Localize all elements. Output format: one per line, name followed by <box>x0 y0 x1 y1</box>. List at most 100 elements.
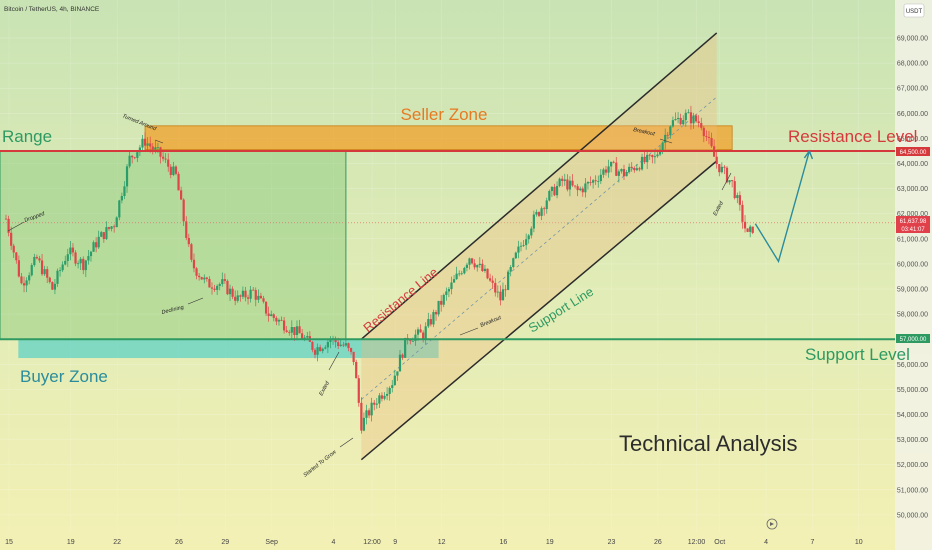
y-tick-label: 54,000.00 <box>897 412 928 419</box>
x-tick-label: 15 <box>5 539 13 546</box>
candle-body <box>749 226 752 232</box>
candle-body <box>138 147 142 153</box>
candle-body <box>561 178 564 181</box>
candle-body <box>519 245 523 247</box>
candle-body <box>125 166 129 187</box>
current-price-text: 61,637.98 <box>900 219 927 225</box>
x-tick-label: 22 <box>113 539 121 546</box>
x-tick-label: 4 <box>331 539 335 546</box>
candle-body <box>43 269 46 275</box>
candle-body <box>427 319 430 327</box>
candle-body <box>682 120 685 125</box>
candle-body <box>537 212 541 216</box>
time-axis[interactable]: 15 19 22 26 29 Sep 4 12:00 9 12 16 19 23 26 12:00 Oct 4 7… <box>5 539 863 546</box>
candle-body <box>550 186 554 192</box>
candle-body <box>236 295 239 301</box>
dropped-arrow <box>7 221 25 232</box>
candle-body <box>424 326 427 339</box>
resistance-level-label: Resistance Level <box>788 127 917 146</box>
candle-body <box>705 136 708 138</box>
candle-body <box>48 277 51 283</box>
resistance-tag-bg <box>896 147 930 156</box>
candle-body <box>571 180 574 186</box>
currency-label[interactable]: USDT <box>906 9 923 15</box>
candle-body <box>741 204 744 222</box>
candle-body <box>496 291 499 293</box>
candle-body <box>501 289 505 301</box>
candle-body <box>460 273 463 275</box>
candle-body <box>736 195 739 199</box>
candle-body <box>599 174 602 182</box>
candle-body <box>177 173 180 191</box>
started-to-grow-arrow <box>339 437 354 448</box>
y-tick-label: 62,000.00 <box>897 211 928 218</box>
candle-body <box>285 330 288 333</box>
candle-body <box>290 327 293 333</box>
candle-body <box>249 289 252 299</box>
candle-body <box>195 268 198 276</box>
projection <box>754 149 814 264</box>
candle-body <box>489 278 492 281</box>
candle-body <box>401 354 404 358</box>
breakout-2-text: Breakout <box>633 127 656 138</box>
candle-body <box>517 246 520 253</box>
candle-body <box>579 188 582 191</box>
candle-body <box>20 276 23 284</box>
x-tick-label: 9 <box>393 539 397 546</box>
candle-body <box>687 112 690 114</box>
candle-body <box>653 156 656 158</box>
candle-body <box>35 256 38 259</box>
candle-body <box>15 252 18 261</box>
candle-body <box>586 182 590 184</box>
candle-body <box>733 181 736 199</box>
candle-body <box>306 336 309 338</box>
candle-body <box>684 112 687 121</box>
channel-lower-line <box>360 160 718 461</box>
candle-body <box>514 252 517 259</box>
candle-body <box>491 280 494 283</box>
candle-body <box>383 395 386 399</box>
candle-body <box>674 119 677 121</box>
resistance-tag-text: 64,500.00 <box>900 150 927 156</box>
support-price-tag: 57,000.00 <box>896 334 930 343</box>
candle-body <box>396 371 399 376</box>
candle-body <box>118 200 121 218</box>
candle-body <box>718 164 721 173</box>
candle-body <box>82 258 85 271</box>
candle-body <box>283 320 286 331</box>
candle-body <box>246 297 250 299</box>
exited-1-arrow <box>328 351 340 371</box>
candle-body <box>720 166 723 173</box>
candle-body <box>187 237 190 245</box>
candle-body <box>481 263 484 271</box>
candle-body <box>594 180 597 182</box>
candle-body <box>270 314 273 317</box>
candle-body <box>409 340 412 342</box>
candle-body <box>450 282 453 290</box>
candle-body <box>378 395 381 404</box>
candle-body <box>221 279 224 285</box>
candle-body <box>612 161 615 163</box>
candle-body <box>131 155 134 158</box>
goto-realtime-icon[interactable] <box>766 518 778 530</box>
exited-2-arrow <box>721 172 732 191</box>
candle-body <box>357 378 360 403</box>
candle-body <box>445 291 448 295</box>
currency-button[interactable] <box>903 3 925 18</box>
candle-body <box>71 247 75 253</box>
breakout-2-arrow <box>659 138 673 144</box>
candle-body <box>7 218 10 233</box>
candle-body <box>671 120 675 127</box>
candle-body <box>84 260 87 271</box>
candle-body <box>10 232 13 246</box>
candle-body <box>164 158 167 160</box>
x-tick-label: 26 <box>175 539 183 546</box>
countdown-text: 03:41:07 <box>901 227 925 233</box>
candle-body <box>635 168 638 171</box>
candle-body <box>470 258 474 264</box>
x-tick-label: 7 <box>810 539 814 546</box>
candle-body <box>689 112 693 124</box>
candle-body <box>64 260 67 265</box>
candle-body <box>391 385 394 388</box>
